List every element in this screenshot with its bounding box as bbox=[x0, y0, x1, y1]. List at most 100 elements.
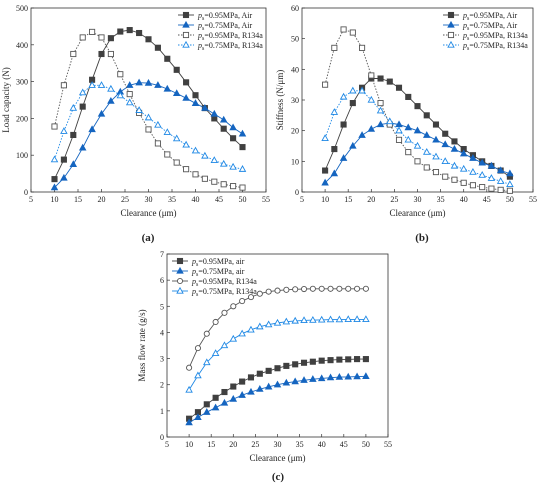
x-tick-label: 45 bbox=[215, 195, 223, 204]
data-point bbox=[354, 356, 361, 363]
data-point bbox=[496, 177, 505, 184]
data-point bbox=[322, 167, 329, 174]
data-point bbox=[442, 173, 449, 180]
data-point bbox=[182, 140, 190, 148]
data-point bbox=[203, 408, 211, 415]
data-point bbox=[194, 371, 202, 379]
y-tick-label: 4 bbox=[160, 328, 164, 337]
data-point bbox=[60, 82, 67, 89]
series-1 bbox=[186, 356, 369, 422]
data-point bbox=[274, 365, 281, 372]
data-point bbox=[183, 166, 190, 173]
data-point bbox=[212, 394, 219, 401]
data-point bbox=[60, 156, 67, 163]
data-point bbox=[283, 362, 290, 369]
data-point bbox=[362, 315, 370, 323]
data-point bbox=[450, 144, 459, 152]
series-3 bbox=[322, 26, 513, 194]
data-point bbox=[322, 81, 329, 88]
legend-entry: ps=0.75MPa, Air bbox=[197, 21, 253, 32]
data-point bbox=[321, 134, 329, 141]
x-tick-label: 35 bbox=[168, 195, 176, 204]
data-point bbox=[386, 78, 393, 85]
data-point bbox=[98, 34, 105, 41]
data-point bbox=[309, 375, 317, 382]
data-point bbox=[107, 50, 114, 58]
series-4 bbox=[321, 86, 514, 187]
data-point bbox=[116, 91, 125, 99]
data-point bbox=[125, 98, 134, 106]
legend-entry: ps=0.95MPa, R134a bbox=[197, 31, 263, 42]
data-point bbox=[220, 341, 229, 349]
data-point bbox=[282, 317, 291, 325]
data-point bbox=[88, 125, 96, 133]
data-point bbox=[367, 95, 376, 103]
x-tick-label: 20 bbox=[229, 440, 237, 449]
x-axis-label: Clearance (μm) bbox=[249, 453, 305, 463]
data-point bbox=[353, 372, 361, 380]
data-point bbox=[395, 136, 403, 143]
data-point bbox=[154, 140, 161, 147]
data-point bbox=[469, 182, 476, 189]
x-tick-label: 35 bbox=[437, 195, 445, 204]
data-point bbox=[154, 44, 161, 51]
series-4 bbox=[50, 81, 247, 172]
data-point bbox=[300, 316, 308, 324]
data-point bbox=[318, 357, 325, 364]
data-point bbox=[367, 125, 376, 132]
data-point bbox=[339, 154, 348, 161]
x-axis-label: Clearance (μm) bbox=[389, 208, 445, 218]
data-point bbox=[273, 380, 282, 388]
data-point bbox=[506, 169, 514, 177]
data-point bbox=[265, 367, 272, 374]
data-point bbox=[478, 158, 486, 166]
data-point bbox=[219, 159, 228, 167]
legend-entry: ps=0.95MPa, R134a bbox=[191, 277, 257, 288]
data-point bbox=[154, 120, 162, 128]
data-point bbox=[327, 357, 334, 364]
data-point bbox=[413, 126, 422, 134]
data-point bbox=[164, 55, 171, 62]
data-point bbox=[309, 285, 316, 292]
data-point bbox=[212, 318, 219, 326]
x-tick-label: 20 bbox=[98, 195, 106, 204]
data-point bbox=[496, 166, 505, 174]
data-point bbox=[273, 318, 282, 326]
data-point bbox=[291, 316, 299, 324]
data-point bbox=[220, 125, 227, 132]
data-point bbox=[192, 92, 199, 99]
y-tick-label: 50 bbox=[291, 35, 299, 44]
y-axis-label: Load capacity (N) bbox=[1, 67, 11, 132]
data-point bbox=[335, 315, 344, 323]
y-tick-label: 3 bbox=[160, 355, 164, 364]
data-point bbox=[469, 167, 477, 175]
data-point bbox=[300, 376, 308, 383]
legend-entry: ps=0.95MPa, Air bbox=[462, 11, 518, 22]
data-point bbox=[422, 131, 431, 138]
x-tick-label: 5 bbox=[300, 195, 304, 204]
data-point bbox=[220, 181, 227, 188]
y-tick-label: 0 bbox=[24, 188, 28, 197]
data-point bbox=[274, 287, 281, 294]
data-point bbox=[210, 156, 219, 164]
y-tick-label: 200 bbox=[16, 114, 28, 123]
x-tick-label: 25 bbox=[121, 195, 129, 204]
data-point bbox=[432, 135, 440, 143]
data-point bbox=[422, 148, 431, 155]
x-tick-label: 10 bbox=[51, 195, 59, 204]
panel-label: (c) bbox=[272, 471, 285, 483]
data-point bbox=[173, 66, 180, 73]
data-point bbox=[321, 178, 329, 186]
data-point bbox=[442, 130, 449, 137]
data-point bbox=[414, 158, 421, 165]
data-point bbox=[345, 285, 352, 292]
data-point bbox=[194, 413, 202, 421]
data-point bbox=[488, 185, 495, 192]
x-tick-label: 50 bbox=[362, 440, 370, 449]
data-point bbox=[368, 72, 375, 79]
data-point bbox=[247, 325, 255, 333]
panel-label: (b) bbox=[415, 232, 429, 244]
data-point bbox=[163, 128, 172, 136]
data-point bbox=[230, 383, 237, 390]
